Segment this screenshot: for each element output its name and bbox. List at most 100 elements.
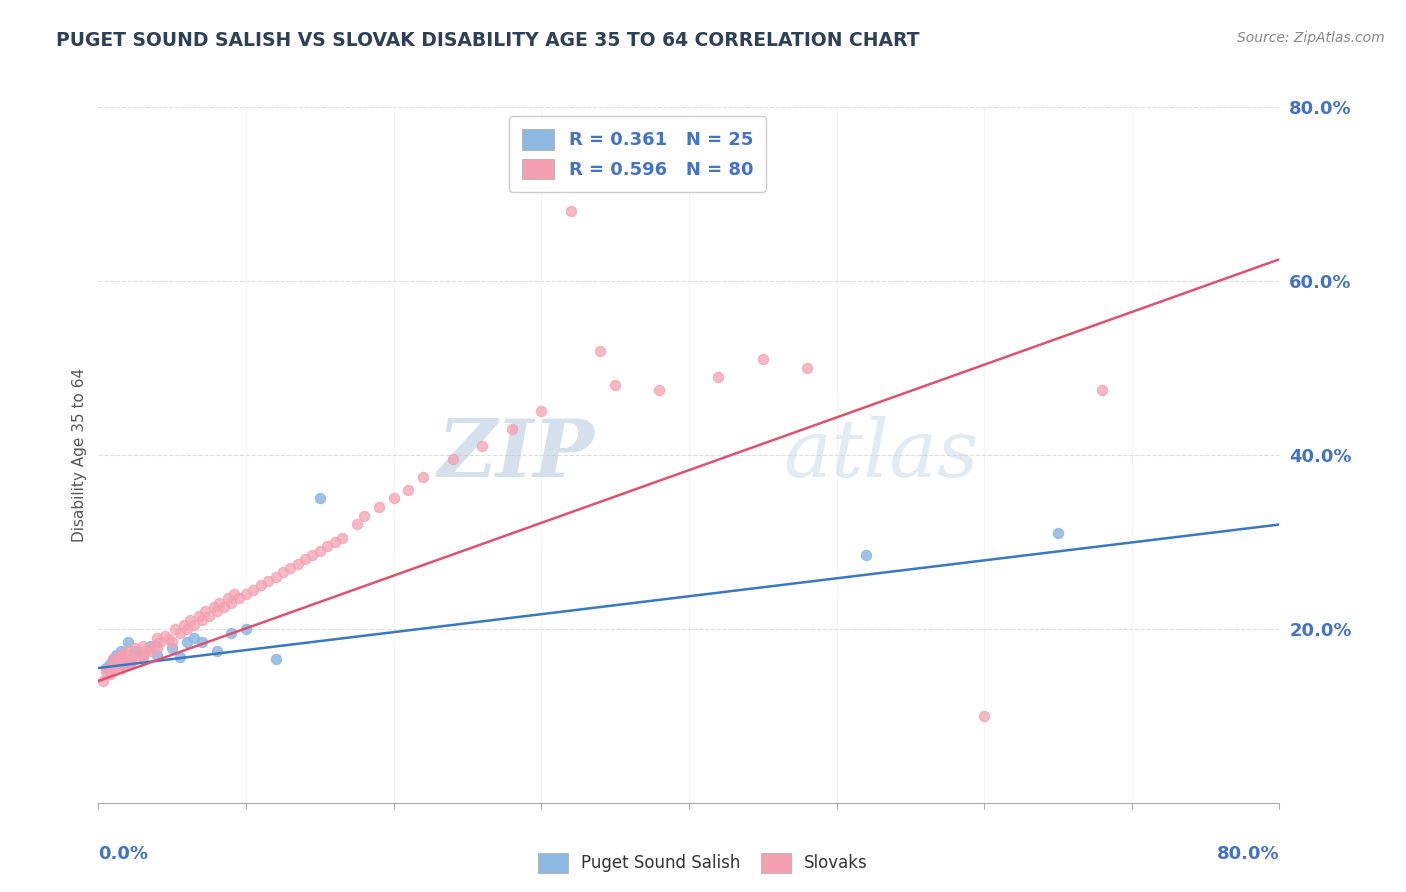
Point (471, 439, 494, 453)
Legend: Puget Sound Salish, Slovaks: Puget Sound Salish, Slovaks (531, 847, 875, 880)
Legend: R = 0.361   N = 25, R = 0.596   N = 80: R = 0.361 N = 25, R = 0.596 N = 80 (509, 116, 766, 192)
Point (301, 548, 323, 562)
Point (176, 635, 198, 649)
Point (205, 605, 228, 619)
Point (110, 648, 132, 662)
Point (146, 631, 169, 645)
Text: 80.0%: 80.0% (1216, 845, 1279, 863)
Point (98, 667, 121, 681)
Point (271, 566, 294, 580)
Point (796, 360, 818, 375)
Point (103, 652, 125, 666)
Point (97, 661, 120, 675)
Point (103, 661, 125, 675)
Point (346, 517, 368, 532)
Point (114, 657, 136, 671)
Point (855, 548, 877, 562)
Point (294, 552, 316, 566)
Point (110, 661, 132, 675)
Point (98, 657, 121, 671)
Point (1046, 526, 1069, 541)
Point (264, 652, 287, 666)
Point (589, 343, 612, 358)
Point (110, 643, 132, 657)
Point (114, 646, 136, 660)
Point (117, 657, 139, 671)
Point (353, 508, 375, 523)
Text: 0.0%: 0.0% (98, 845, 149, 863)
Point (139, 643, 162, 657)
Point (143, 638, 166, 652)
Point (501, 422, 523, 436)
Point (94, 661, 117, 675)
Point (107, 649, 129, 664)
Point (135, 643, 157, 657)
Point (309, 543, 332, 558)
Point (217, 591, 239, 606)
Point (165, 622, 187, 636)
Point (110, 658, 132, 673)
Point (973, 708, 995, 723)
Point (278, 561, 302, 575)
Point (396, 483, 419, 497)
Point (105, 648, 128, 662)
Point (176, 622, 198, 636)
Point (120, 652, 142, 666)
Point (212, 600, 235, 615)
Point (91, 674, 114, 689)
Point (242, 582, 264, 597)
Point (124, 652, 146, 666)
Point (228, 591, 250, 606)
Point (132, 649, 155, 664)
Point (560, 204, 582, 219)
Point (198, 608, 221, 623)
Point (183, 631, 205, 645)
Text: ZIP: ZIP (437, 417, 595, 493)
Point (117, 643, 139, 657)
Point (153, 629, 176, 643)
Point (235, 622, 257, 636)
Point (264, 570, 287, 584)
Point (323, 534, 346, 549)
Point (648, 383, 671, 397)
Y-axis label: Disability Age 35 to 64: Disability Age 35 to 64 (72, 368, 87, 542)
Point (250, 578, 273, 592)
Point (441, 452, 464, 467)
Point (149, 635, 172, 649)
Point (146, 640, 169, 655)
Point (162, 635, 183, 649)
Point (169, 649, 191, 664)
Point (157, 632, 180, 647)
Text: PUGET SOUND SALISH VS SLOVAK DISABILITY AGE 35 TO 64 CORRELATION CHART: PUGET SOUND SALISH VS SLOVAK DISABILITY … (56, 31, 920, 50)
Point (105, 658, 128, 673)
Point (117, 635, 139, 649)
Point (191, 635, 214, 649)
Point (124, 640, 146, 655)
Point (605, 378, 627, 392)
Point (169, 626, 191, 640)
Point (183, 617, 205, 632)
Point (124, 643, 146, 657)
Point (139, 639, 162, 653)
Point (208, 596, 231, 610)
Point (173, 617, 195, 632)
Point (112, 655, 135, 669)
Point (316, 539, 339, 553)
Point (194, 605, 217, 619)
Point (382, 491, 405, 506)
Point (257, 574, 280, 588)
Point (1091, 383, 1114, 397)
Point (751, 352, 773, 367)
Text: atlas: atlas (783, 417, 979, 493)
Point (202, 600, 225, 615)
Point (94, 665, 117, 680)
Point (187, 608, 209, 623)
Point (219, 596, 242, 610)
Point (205, 643, 228, 657)
Point (103, 652, 125, 666)
Point (707, 369, 730, 384)
Point (235, 587, 257, 601)
Point (530, 404, 553, 418)
Point (120, 655, 142, 669)
Point (132, 648, 155, 662)
